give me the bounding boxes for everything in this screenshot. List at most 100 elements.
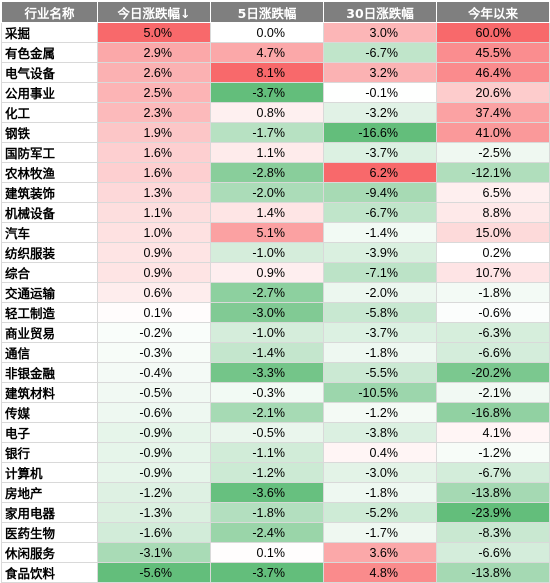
cell-30day: -6.7% (323, 42, 437, 63)
table-row: 电气设备 2.6% 8.1% 3.2% 46.4% (1, 62, 550, 83)
cell-ytd: 6.5% (436, 182, 550, 203)
industry-name: 银行 (1, 442, 98, 463)
table-row: 汽车 1.0% 5.1% -1.4% 15.0% (1, 222, 550, 243)
table-row: 交通运输 0.6% -2.7% -2.0% -1.8% (1, 282, 550, 303)
cell-ytd: 0.2% (436, 242, 550, 263)
cell-today: 1.0% (97, 222, 211, 243)
cell-30day: -1.8% (323, 482, 437, 503)
industry-name: 食品饮料 (1, 562, 98, 583)
column-header-industry: 行业名称 (1, 1, 98, 23)
table-row: 建筑装饰 1.3% -2.0% -9.4% 6.5% (1, 182, 550, 203)
cell-30day: -3.2% (323, 102, 437, 123)
cell-30day: -1.7% (323, 522, 437, 543)
table-row: 商业贸易 -0.2% -1.0% -3.7% -6.3% (1, 322, 550, 343)
cell-today: -0.9% (97, 422, 211, 443)
table-row: 国防军工 1.6% 1.1% -3.7% -2.5% (1, 142, 550, 163)
cell-ytd: -16.8% (436, 402, 550, 423)
industry-name: 机械设备 (1, 202, 98, 223)
table-row: 纺织服装 0.9% -1.0% -3.9% 0.2% (1, 242, 550, 263)
table-row: 轻工制造 0.1% -3.0% -5.8% -0.6% (1, 302, 550, 323)
cell-today: -0.3% (97, 342, 211, 363)
cell-ytd: -6.3% (436, 322, 550, 343)
cell-ytd: -0.6% (436, 302, 550, 323)
cell-5day: -3.6% (210, 482, 324, 503)
cell-5day: 0.1% (210, 542, 324, 563)
table-row: 公用事业 2.5% -3.7% -0.1% 20.6% (1, 82, 550, 103)
cell-30day: -3.9% (323, 242, 437, 263)
cell-5day: -1.8% (210, 502, 324, 523)
cell-30day: -1.2% (323, 402, 437, 423)
cell-ytd: -6.6% (436, 542, 550, 563)
cell-today: 0.9% (97, 262, 211, 283)
cell-30day: -3.8% (323, 422, 437, 443)
cell-30day: -6.7% (323, 202, 437, 223)
table-row: 银行 -0.9% -1.1% 0.4% -1.2% (1, 442, 550, 463)
header-row: 行业名称 今日涨跌幅↓ 5日涨跌幅 30日涨跌幅 今年以来 (1, 1, 550, 23)
cell-30day: -3.7% (323, 322, 437, 343)
cell-ytd: -13.8% (436, 482, 550, 503)
cell-5day: -2.7% (210, 282, 324, 303)
cell-today: -3.1% (97, 542, 211, 563)
cell-today: -0.6% (97, 402, 211, 423)
cell-30day: -3.7% (323, 142, 437, 163)
cell-5day: -3.0% (210, 302, 324, 323)
cell-ytd: -2.5% (436, 142, 550, 163)
industry-name: 房地产 (1, 482, 98, 503)
table-row: 食品饮料 -5.6% -3.7% 4.8% -13.8% (1, 562, 550, 583)
cell-ytd: -23.9% (436, 502, 550, 523)
cell-ytd: -6.6% (436, 342, 550, 363)
cell-30day: -9.4% (323, 182, 437, 203)
cell-today: -0.9% (97, 442, 211, 463)
cell-30day: -16.6% (323, 122, 437, 143)
industry-name: 轻工制造 (1, 302, 98, 323)
cell-today: -1.2% (97, 482, 211, 503)
cell-today: 2.9% (97, 42, 211, 63)
industry-name: 医药生物 (1, 522, 98, 543)
table-row: 采掘 5.0% 0.0% 3.0% 60.0% (1, 22, 550, 43)
cell-today: -0.9% (97, 462, 211, 483)
cell-5day: 8.1% (210, 62, 324, 83)
cell-30day: 3.0% (323, 22, 437, 43)
industry-name: 非银金融 (1, 362, 98, 383)
column-header-today: 今日涨跌幅↓ (97, 1, 211, 23)
cell-ytd: 60.0% (436, 22, 550, 43)
table-row: 传媒 -0.6% -2.1% -1.2% -16.8% (1, 402, 550, 423)
industry-name: 公用事业 (1, 82, 98, 103)
column-header-30day: 30日涨跌幅 (323, 1, 437, 23)
cell-5day: -1.1% (210, 442, 324, 463)
cell-today: 2.5% (97, 82, 211, 103)
industry-name: 综合 (1, 262, 98, 283)
industry-name: 计算机 (1, 462, 98, 483)
cell-5day: 1.4% (210, 202, 324, 223)
column-header-5day: 5日涨跌幅 (210, 1, 324, 23)
cell-today: 1.6% (97, 142, 211, 163)
cell-today: 0.1% (97, 302, 211, 323)
heatmap-body: 采掘 5.0% 0.0% 3.0% 60.0% 有色金属 2.9% 4.7% -6.7% 45.5… (1, 22, 550, 583)
industry-name: 纺织服装 (1, 242, 98, 263)
cell-ytd: 45.5% (436, 42, 550, 63)
table-row: 非银金融 -0.4% -3.3% -5.5% -20.2% (1, 362, 550, 383)
industry-name: 家用电器 (1, 502, 98, 523)
cell-ytd: -1.2% (436, 442, 550, 463)
cell-30day: 3.6% (323, 542, 437, 563)
industry-name: 化工 (1, 102, 98, 123)
cell-30day: 3.2% (323, 62, 437, 83)
cell-30day: -5.8% (323, 302, 437, 323)
cell-30day: -3.0% (323, 462, 437, 483)
cell-today: -5.6% (97, 562, 211, 583)
cell-5day: -1.0% (210, 242, 324, 263)
table-row: 建筑材料 -0.5% -0.3% -10.5% -2.1% (1, 382, 550, 403)
industry-name: 商业贸易 (1, 322, 98, 343)
table-row: 化工 2.3% 0.8% -3.2% 37.4% (1, 102, 550, 123)
cell-5day: 0.8% (210, 102, 324, 123)
table-row: 电子 -0.9% -0.5% -3.8% 4.1% (1, 422, 550, 443)
cell-30day: 6.2% (323, 162, 437, 183)
cell-30day: -2.0% (323, 282, 437, 303)
cell-ytd: 20.6% (436, 82, 550, 103)
cell-ytd: -2.1% (436, 382, 550, 403)
cell-5day: -3.7% (210, 562, 324, 583)
cell-today: -0.2% (97, 322, 211, 343)
cell-ytd: 8.8% (436, 202, 550, 223)
